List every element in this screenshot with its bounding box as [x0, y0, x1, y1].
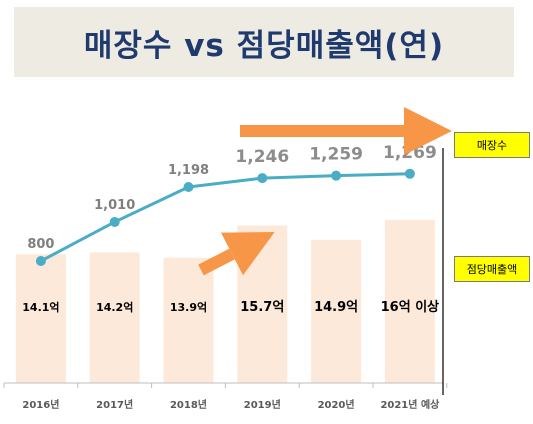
bar-4 — [311, 239, 362, 383]
bar-5 — [384, 220, 435, 383]
line-label-1: 1,010 — [94, 198, 135, 213]
line-point-5 — [404, 168, 415, 179]
line-point-4 — [331, 170, 342, 181]
title-banner: 매장수 vs 점당매출액(연) — [14, 7, 514, 77]
line-label-5: 1,269 — [383, 143, 437, 163]
bar-label-3: 15.7억 — [240, 300, 284, 315]
bar-label-1: 14.2억 — [96, 301, 133, 314]
line-point-3 — [257, 173, 268, 184]
bar-label-2: 13.9억 — [170, 301, 207, 314]
bar-label-4: 14.9억 — [314, 300, 358, 315]
x-tick-label-2: 2018년 — [170, 398, 207, 411]
bar-2 — [163, 257, 214, 383]
legend-item-stores: 매장수 — [454, 132, 530, 158]
bar-label-0: 14.1억 — [22, 301, 59, 314]
chart-title: 매장수 vs 점당매출액(연) — [83, 27, 445, 64]
line-point-0 — [35, 256, 46, 266]
x-tick-label-1: 2017년 — [96, 398, 133, 411]
line-label-4: 1,259 — [309, 145, 363, 165]
trend-arrow-up — [198, 231, 275, 276]
bar-1 — [89, 252, 140, 383]
legend-item-sales: 점당매출액 — [454, 256, 530, 282]
line-point-1 — [109, 216, 120, 227]
x-tick-label-4: 2020년 — [318, 398, 355, 411]
x-tick-label-3: 2019년 — [244, 398, 281, 411]
line-stores — [40, 172, 410, 263]
bar-0 — [15, 254, 66, 383]
line-label-0: 800 — [27, 237, 54, 252]
x-tick-label-0: 2016년 — [22, 398, 59, 411]
line-point-2 — [183, 182, 194, 192]
line-label-2: 1,198 — [168, 163, 209, 178]
bar-label-5: 16억 이상 — [381, 299, 440, 315]
x-tick-label-5: 2021년 예상 — [380, 398, 440, 411]
line-label-3: 1,246 — [235, 147, 289, 167]
